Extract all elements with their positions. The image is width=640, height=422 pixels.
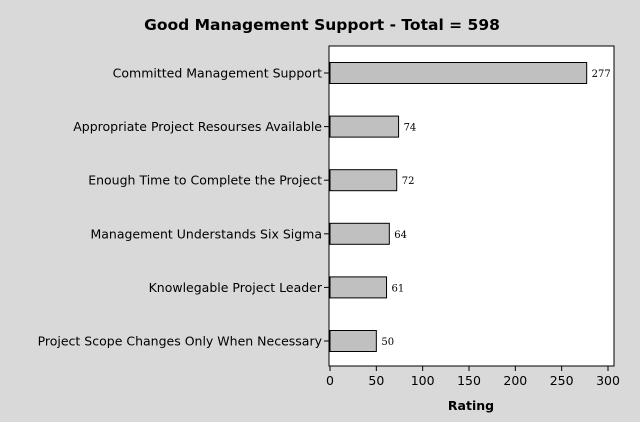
- x-tick-label: 50: [368, 373, 384, 388]
- bar-value-label: 277: [592, 69, 611, 80]
- plot-area: [328, 45, 615, 367]
- bar: [329, 169, 398, 192]
- bar-value-label: 64: [394, 230, 407, 241]
- x-tick-label: 0: [326, 373, 334, 388]
- x-tick-label: 150: [457, 373, 481, 388]
- category-label: Management Understands Six Sigma: [90, 226, 322, 241]
- bars-group: 277 Committed Management Support 74 Appropr…: [38, 62, 611, 352]
- category-label: Enough Time to Complete the Project: [88, 173, 322, 188]
- bar: [329, 330, 377, 352]
- bar: [329, 222, 390, 245]
- x-axis-ticks: 0 50 100 150 200 250 300: [326, 366, 620, 388]
- category-label: Committed Management Support: [113, 66, 322, 81]
- bar-value-label: 74: [404, 123, 417, 134]
- bar: [329, 276, 388, 299]
- category-label: Appropriate Project Resourses Available: [73, 119, 322, 134]
- bar-value-label: 61: [392, 283, 405, 294]
- bar-value-label: 50: [381, 337, 394, 348]
- category-label: Knowlegable Project Leader: [149, 280, 323, 295]
- x-tick-label: 300: [596, 373, 620, 388]
- category-label: Project Scope Changes Only When Necessar…: [38, 334, 323, 349]
- bar: [329, 115, 400, 138]
- x-tick-label: 200: [503, 373, 527, 388]
- x-axis-title: Rating: [448, 398, 494, 413]
- x-tick-label: 100: [411, 373, 435, 388]
- x-tick-label: 250: [550, 373, 574, 388]
- chart-title: Good Management Support - Total = 598: [144, 16, 500, 34]
- bar: [329, 62, 588, 84]
- bar-value-label: 72: [402, 176, 415, 187]
